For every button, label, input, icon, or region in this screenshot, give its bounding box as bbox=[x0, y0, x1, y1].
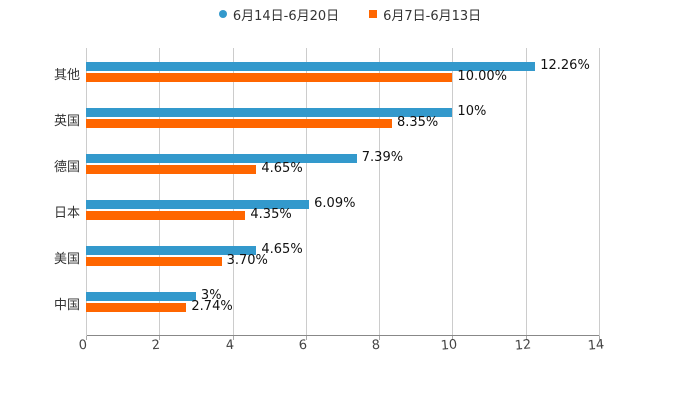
bar-series-2[interactable] bbox=[86, 165, 257, 174]
x-tick bbox=[232, 336, 234, 340]
bar-series-1[interactable] bbox=[86, 62, 536, 71]
x-tick bbox=[379, 336, 381, 340]
x-tick bbox=[599, 336, 600, 340]
x-tick bbox=[86, 336, 87, 340]
bar-series-1[interactable] bbox=[86, 200, 310, 209]
x-tick bbox=[159, 336, 161, 340]
value-label: 4.65% bbox=[261, 161, 303, 176]
x-tick-label: 4 bbox=[224, 337, 235, 354]
x-tick-label: 8 bbox=[371, 337, 381, 354]
x-tick-label: 2 bbox=[151, 337, 162, 354]
category-label: 中国 bbox=[53, 298, 80, 313]
grid-line bbox=[232, 48, 234, 336]
y-axis-line bbox=[86, 48, 87, 336]
value-label: 4.65% bbox=[261, 242, 303, 257]
grid-line bbox=[599, 48, 600, 336]
value-label: 3% bbox=[200, 288, 222, 303]
value-label: 10% bbox=[457, 104, 487, 119]
x-tick-label: 10 bbox=[440, 337, 459, 354]
value-label: 4.35% bbox=[250, 207, 292, 222]
x-tick bbox=[305, 336, 307, 340]
x-tick bbox=[525, 336, 527, 340]
grid-line bbox=[452, 48, 454, 336]
bar-series-1[interactable] bbox=[86, 246, 257, 255]
plot-area: 12.26% 10.00% 10% 8.35% 7.39% 4.65% 6.09% 4.35%… bbox=[86, 48, 600, 340]
category-label: 日本 bbox=[53, 206, 80, 221]
bar-series-2[interactable] bbox=[86, 119, 392, 128]
category-label: 美国 bbox=[53, 252, 80, 267]
grid-line bbox=[159, 48, 161, 336]
bar-series-2[interactable] bbox=[86, 257, 222, 266]
category-label: 其他 bbox=[53, 68, 80, 83]
value-label: 7.39% bbox=[361, 150, 404, 165]
value-label: 3.70% bbox=[226, 253, 268, 268]
bar-series-1[interactable] bbox=[86, 292, 196, 301]
x-tick-label: 12 bbox=[513, 337, 532, 354]
legend-item-series-1[interactable]: 6月14日-6月20日 bbox=[218, 4, 340, 24]
grid-line bbox=[305, 48, 307, 336]
x-tick-label: 14 bbox=[587, 337, 605, 354]
grid-line bbox=[379, 48, 381, 336]
value-label: 12.26% bbox=[540, 58, 590, 73]
bar-series-1[interactable] bbox=[86, 108, 453, 117]
legend-label: 6月14日-6月20日 bbox=[232, 8, 340, 24]
grid-line bbox=[525, 48, 527, 336]
bar-series-2[interactable] bbox=[86, 73, 453, 82]
bar-series-2[interactable] bbox=[86, 211, 246, 220]
square-marker-icon bbox=[369, 10, 378, 18]
x-axis-line bbox=[86, 335, 599, 336]
x-tick-label: 6 bbox=[298, 337, 308, 354]
circle-marker-icon bbox=[218, 10, 227, 18]
value-label: 8.35% bbox=[396, 115, 439, 130]
legend-item-series-2[interactable]: 6月7日-6月13日 bbox=[369, 4, 481, 24]
category-label: 德国 bbox=[53, 160, 80, 175]
category-label: 英国 bbox=[53, 114, 80, 129]
legend-label: 6月7日-6月13日 bbox=[383, 8, 482, 24]
value-label: 6.09% bbox=[314, 196, 356, 211]
chart-legend: 6月14日-6月20日 6月7日-6月13日 bbox=[0, 4, 700, 24]
x-tick bbox=[452, 336, 454, 340]
x-tick-label: 0 bbox=[78, 337, 88, 354]
value-label: 10.00% bbox=[457, 69, 507, 84]
bar-series-1[interactable] bbox=[86, 154, 357, 163]
value-label: 2.74% bbox=[191, 299, 233, 314]
bar-series-2[interactable] bbox=[86, 303, 187, 312]
